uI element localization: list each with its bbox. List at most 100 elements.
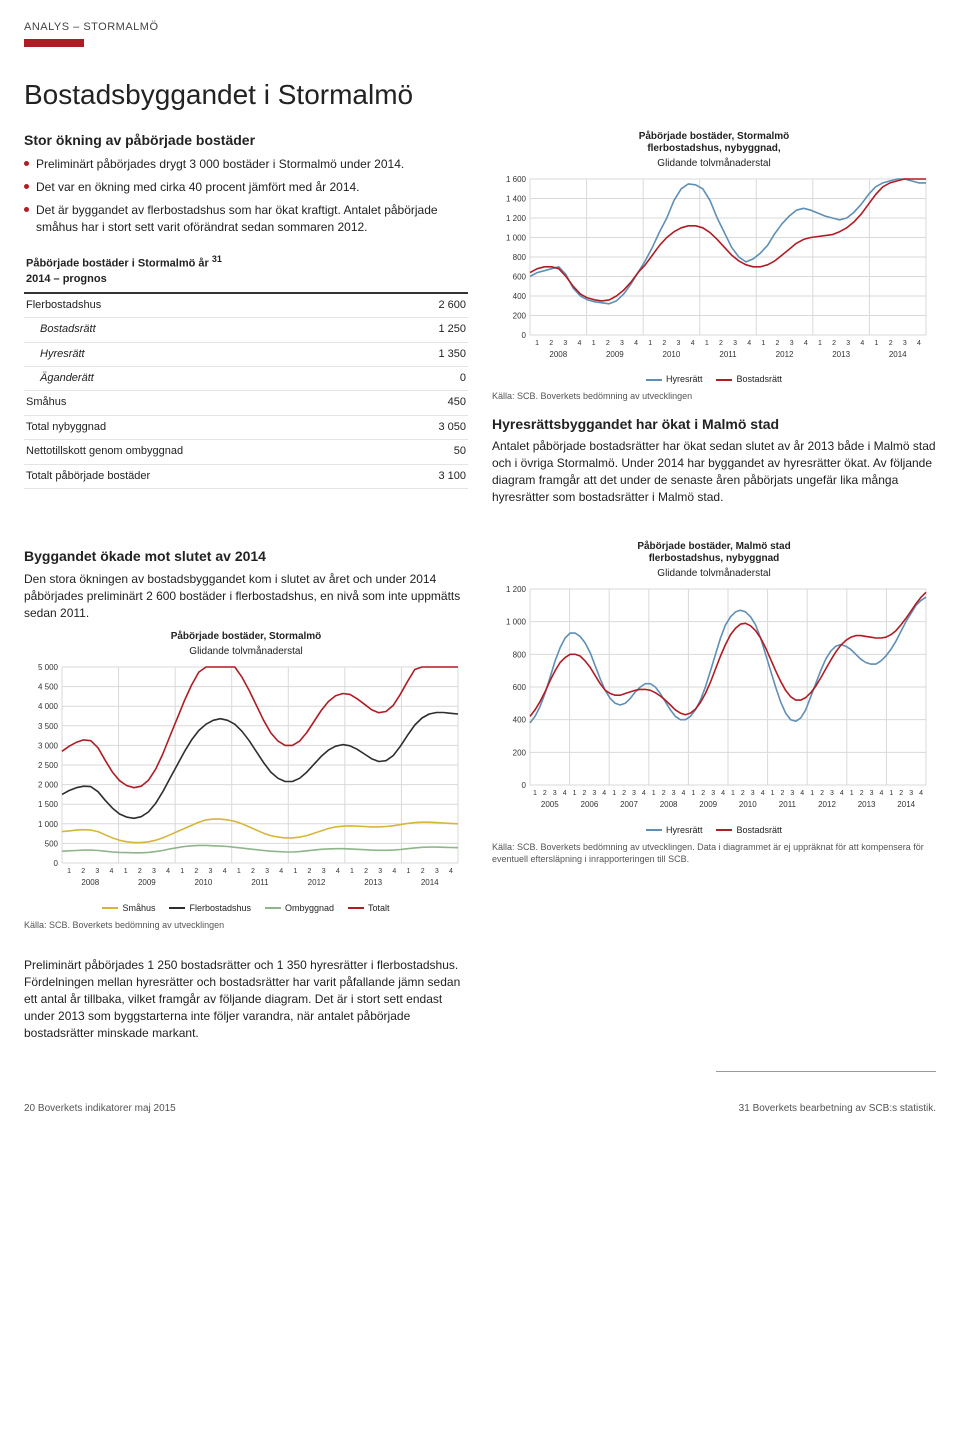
- svg-text:4 000: 4 000: [38, 703, 59, 712]
- table-cell-label: Äganderätt: [24, 366, 395, 390]
- svg-text:1 200: 1 200: [506, 214, 527, 223]
- svg-text:3: 3: [751, 790, 755, 797]
- legend-item: Flerbostadshus: [169, 902, 251, 915]
- table-cell-label: Bostadsrätt: [24, 318, 395, 342]
- legend-swatch: [646, 379, 662, 381]
- svg-text:1: 1: [652, 790, 656, 797]
- svg-text:4: 4: [578, 340, 582, 347]
- table-row: Totalt påbörjade bostäder3 100: [24, 464, 468, 488]
- chart1-title: Påbörjade bostäder, Stormalmöflerbostads…: [492, 131, 936, 155]
- svg-text:4: 4: [879, 790, 883, 797]
- svg-text:1: 1: [875, 340, 879, 347]
- svg-text:1: 1: [180, 868, 184, 875]
- svg-text:2: 2: [251, 868, 255, 875]
- svg-text:1: 1: [818, 340, 822, 347]
- svg-text:4 500: 4 500: [38, 683, 59, 692]
- svg-text:2: 2: [364, 868, 368, 875]
- chart3-column: Påbörjade bostäder, Malmö stadflerbostad…: [492, 541, 936, 943]
- mid-heading: Hyresrättsbyggandet har ökat i Malmö sta…: [492, 415, 936, 435]
- legend-swatch: [348, 907, 364, 909]
- svg-text:2014: 2014: [897, 800, 915, 809]
- svg-text:2: 2: [780, 790, 784, 797]
- svg-text:3: 3: [909, 790, 913, 797]
- top-columns: Stor ökning av påbörjade bostäder Prelim…: [24, 131, 936, 516]
- svg-text:400: 400: [513, 716, 527, 725]
- svg-text:1: 1: [124, 868, 128, 875]
- svg-text:1 000: 1 000: [38, 820, 59, 829]
- svg-text:2008: 2008: [660, 800, 678, 809]
- svg-text:4: 4: [449, 868, 453, 875]
- chart3-legend: HyresrättBostadsrätt: [492, 824, 936, 837]
- svg-text:1: 1: [810, 790, 814, 797]
- svg-text:4: 4: [681, 790, 685, 797]
- legend-item: Bostadsrätt: [716, 824, 782, 837]
- chart2-source: Källa: SCB. Boverkets bedömning av utvec…: [24, 919, 468, 932]
- svg-text:3: 3: [830, 790, 834, 797]
- svg-text:2: 2: [549, 340, 553, 347]
- svg-text:4: 4: [642, 790, 646, 797]
- svg-text:2012: 2012: [308, 878, 326, 887]
- svg-text:2: 2: [899, 790, 903, 797]
- svg-text:2014: 2014: [889, 350, 907, 359]
- svg-text:2013: 2013: [364, 878, 382, 887]
- table-cell-value: 50: [395, 440, 468, 464]
- svg-text:800: 800: [513, 253, 527, 262]
- svg-text:4: 4: [919, 790, 923, 797]
- svg-text:3: 3: [846, 340, 850, 347]
- svg-text:3: 3: [563, 340, 567, 347]
- chart3-title: Påbörjade bostäder, Malmö stadflerbostad…: [492, 541, 936, 565]
- svg-text:200: 200: [513, 311, 527, 320]
- svg-text:3 000: 3 000: [38, 742, 59, 751]
- svg-text:2011: 2011: [719, 350, 737, 359]
- svg-text:4: 4: [336, 868, 340, 875]
- intro-column: Stor ökning av påbörjade bostäder Prelim…: [24, 131, 468, 516]
- sect2014-column: Byggandet ökade mot slutet av 2014 Den s…: [24, 541, 468, 943]
- table-row: Nettotillskott genom ombyggnad50: [24, 440, 468, 464]
- chart2-subtitle: Glidande tolvmånaderstal: [24, 645, 468, 659]
- legend-swatch: [265, 907, 281, 909]
- svg-text:4: 4: [110, 868, 114, 875]
- svg-text:200: 200: [513, 749, 527, 758]
- svg-text:2: 2: [194, 868, 198, 875]
- svg-text:4: 4: [691, 340, 695, 347]
- svg-text:500: 500: [45, 840, 59, 849]
- svg-text:4: 4: [223, 868, 227, 875]
- svg-text:4: 4: [800, 790, 804, 797]
- svg-text:2006: 2006: [581, 800, 599, 809]
- page-title: Bostadsbyggandet i Stormalmö: [24, 75, 936, 114]
- svg-text:1: 1: [691, 790, 695, 797]
- svg-text:3: 3: [553, 790, 557, 797]
- svg-text:2007: 2007: [620, 800, 638, 809]
- svg-text:4: 4: [392, 868, 396, 875]
- svg-text:3: 3: [322, 868, 326, 875]
- svg-text:2014: 2014: [421, 878, 439, 887]
- svg-text:3: 3: [592, 790, 596, 797]
- svg-text:4: 4: [166, 868, 170, 875]
- table-row: Bostadsrätt1 250: [24, 318, 468, 342]
- legend-label: Småhus: [122, 902, 155, 915]
- svg-text:2: 2: [308, 868, 312, 875]
- svg-text:2: 2: [138, 868, 142, 875]
- svg-text:4: 4: [761, 790, 765, 797]
- table-cell-label: Total nybyggnad: [24, 415, 395, 439]
- table-cell-value: 1 250: [395, 318, 468, 342]
- chart3-subtitle: Glidande tolvmånaderstal: [492, 567, 936, 581]
- row2-columns: Byggandet ökade mot slutet av 2014 Den s…: [24, 541, 936, 943]
- svg-text:4: 4: [563, 790, 567, 797]
- table-row: Flerbostadshus2 600: [24, 293, 468, 318]
- svg-text:3: 3: [620, 340, 624, 347]
- svg-text:2008: 2008: [81, 878, 99, 887]
- svg-text:4: 4: [634, 340, 638, 347]
- chart3-source: Källa: SCB. Boverkets bedömning av utvec…: [492, 841, 936, 866]
- svg-text:2: 2: [719, 340, 723, 347]
- svg-text:1 000: 1 000: [506, 618, 527, 627]
- bottom-body: Preliminärt påbörjades 1 250 bostadsrätt…: [24, 957, 464, 1041]
- svg-text:4: 4: [602, 790, 606, 797]
- svg-text:3: 3: [711, 790, 715, 797]
- svg-text:2: 2: [543, 790, 547, 797]
- legend-item: Bostadsrätt: [716, 373, 782, 386]
- legend-item: Ombyggnad: [265, 902, 334, 915]
- svg-text:3: 3: [790, 790, 794, 797]
- legend-label: Totalt: [368, 902, 390, 915]
- svg-text:1: 1: [705, 340, 709, 347]
